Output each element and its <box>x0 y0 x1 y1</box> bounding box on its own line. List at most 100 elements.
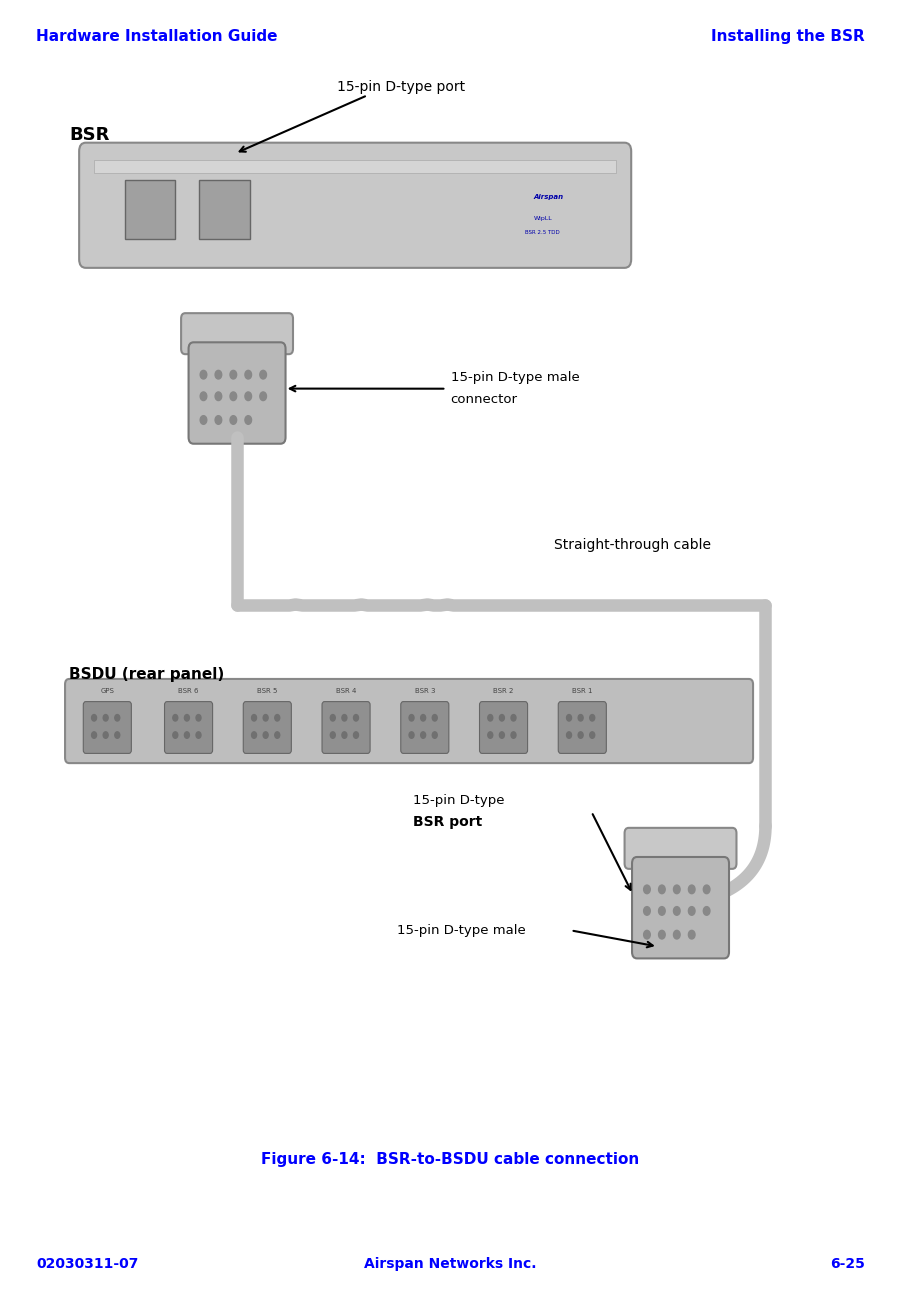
Circle shape <box>341 732 347 738</box>
FancyBboxPatch shape <box>479 702 528 754</box>
FancyBboxPatch shape <box>322 702 370 754</box>
Circle shape <box>643 906 651 915</box>
Circle shape <box>263 732 268 738</box>
Circle shape <box>673 906 680 915</box>
FancyBboxPatch shape <box>624 828 736 868</box>
Circle shape <box>704 906 710 915</box>
Circle shape <box>275 732 279 738</box>
Circle shape <box>578 732 583 738</box>
Circle shape <box>673 885 680 893</box>
Circle shape <box>511 715 516 722</box>
Circle shape <box>353 715 359 722</box>
Circle shape <box>659 906 665 915</box>
Circle shape <box>230 416 237 424</box>
Text: 02030311-07: 02030311-07 <box>36 1257 139 1270</box>
Circle shape <box>590 715 595 722</box>
Circle shape <box>275 715 279 722</box>
Circle shape <box>245 391 251 400</box>
Circle shape <box>409 715 414 722</box>
Text: Straight-through cable: Straight-through cable <box>554 538 712 552</box>
Circle shape <box>673 931 680 939</box>
Text: BSR 2: BSR 2 <box>494 688 514 694</box>
Circle shape <box>259 370 267 380</box>
Text: GPS: GPS <box>100 688 114 694</box>
Circle shape <box>230 370 237 380</box>
Circle shape <box>432 732 437 738</box>
Circle shape <box>185 715 189 722</box>
Circle shape <box>200 391 207 400</box>
Circle shape <box>104 732 108 738</box>
Text: BSR 2.5 TDD: BSR 2.5 TDD <box>525 230 560 235</box>
Text: BSR 1: BSR 1 <box>572 688 593 694</box>
Circle shape <box>511 732 516 738</box>
FancyBboxPatch shape <box>401 702 449 754</box>
Circle shape <box>567 732 571 738</box>
Circle shape <box>341 715 347 722</box>
Bar <box>94 160 616 173</box>
Circle shape <box>688 906 695 915</box>
Circle shape <box>245 416 251 424</box>
FancyBboxPatch shape <box>199 181 250 239</box>
Text: BSDU (rear panel): BSDU (rear panel) <box>69 667 224 682</box>
Circle shape <box>578 715 583 722</box>
Circle shape <box>92 715 96 722</box>
Circle shape <box>331 715 335 722</box>
Circle shape <box>200 370 207 380</box>
Circle shape <box>590 732 595 738</box>
Text: BSR 5: BSR 5 <box>257 688 278 694</box>
Circle shape <box>643 885 651 893</box>
FancyBboxPatch shape <box>83 702 132 754</box>
Circle shape <box>409 732 414 738</box>
Circle shape <box>421 732 425 738</box>
Circle shape <box>114 732 120 738</box>
Text: BSR 3: BSR 3 <box>414 688 435 694</box>
FancyBboxPatch shape <box>79 143 632 268</box>
Circle shape <box>487 732 493 738</box>
FancyBboxPatch shape <box>243 702 291 754</box>
Circle shape <box>659 931 665 939</box>
Circle shape <box>251 732 257 738</box>
Text: BSR port: BSR port <box>414 815 482 829</box>
FancyBboxPatch shape <box>188 342 286 443</box>
Circle shape <box>704 885 710 893</box>
Circle shape <box>104 715 108 722</box>
Text: 15-pin D-type male: 15-pin D-type male <box>450 372 579 385</box>
Text: 15-pin D-type port: 15-pin D-type port <box>337 79 465 94</box>
FancyBboxPatch shape <box>165 702 213 754</box>
Text: BSR 4: BSR 4 <box>336 688 356 694</box>
Circle shape <box>114 715 120 722</box>
Circle shape <box>432 715 437 722</box>
Circle shape <box>245 370 251 380</box>
Circle shape <box>196 732 201 738</box>
Circle shape <box>215 391 222 400</box>
Text: Figure 6-14:  BSR-to-BSDU cable connection: Figure 6-14: BSR-to-BSDU cable connectio… <box>261 1152 640 1167</box>
Circle shape <box>487 715 493 722</box>
Text: connector: connector <box>450 393 517 406</box>
FancyBboxPatch shape <box>632 857 729 958</box>
Text: Installing the BSR: Installing the BSR <box>711 29 865 44</box>
Circle shape <box>92 732 96 738</box>
Circle shape <box>173 732 177 738</box>
Circle shape <box>659 885 665 893</box>
FancyBboxPatch shape <box>65 679 753 763</box>
Circle shape <box>643 931 651 939</box>
Circle shape <box>200 416 207 424</box>
Text: BSR 6: BSR 6 <box>178 688 199 694</box>
Text: Airspan: Airspan <box>533 194 563 200</box>
Circle shape <box>185 732 189 738</box>
Text: Hardware Installation Guide: Hardware Installation Guide <box>36 29 278 44</box>
Circle shape <box>499 715 505 722</box>
Text: Airspan Networks Inc.: Airspan Networks Inc. <box>364 1257 537 1270</box>
Circle shape <box>251 715 257 722</box>
Circle shape <box>259 391 267 400</box>
Circle shape <box>567 715 571 722</box>
Text: BSR: BSR <box>69 126 110 144</box>
FancyBboxPatch shape <box>559 702 606 754</box>
Circle shape <box>230 391 237 400</box>
Text: 15-pin D-type male: 15-pin D-type male <box>396 924 525 937</box>
Text: 15-pin D-type: 15-pin D-type <box>414 794 505 807</box>
Circle shape <box>215 416 222 424</box>
Text: WipLL: WipLL <box>533 216 552 221</box>
Circle shape <box>421 715 425 722</box>
Circle shape <box>331 732 335 738</box>
